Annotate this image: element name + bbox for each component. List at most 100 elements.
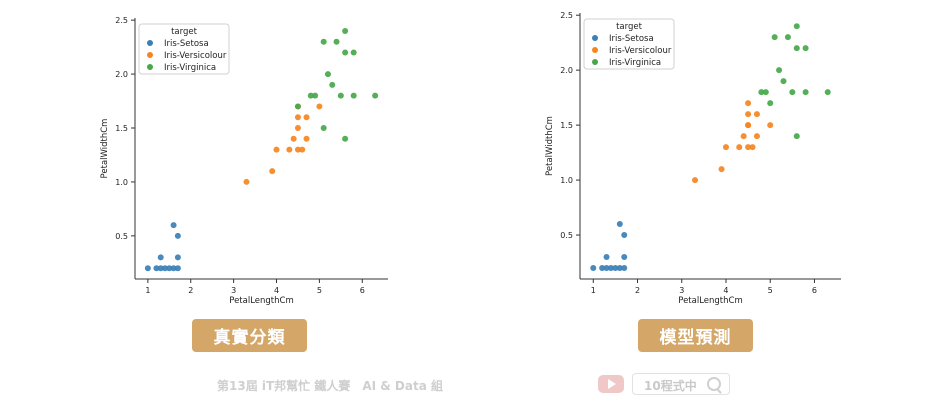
data-point bbox=[269, 168, 276, 175]
legend-marker bbox=[592, 47, 598, 53]
data-point bbox=[740, 133, 747, 140]
data-point bbox=[162, 265, 169, 272]
data-point bbox=[273, 146, 280, 153]
x-tick-label: 5 bbox=[768, 286, 773, 295]
data-point bbox=[745, 100, 752, 107]
legend-entry: Iris-Setosa bbox=[609, 34, 654, 44]
data-point bbox=[784, 34, 791, 41]
y-tick-label: 1.5 bbox=[560, 121, 573, 130]
data-point bbox=[342, 135, 349, 142]
legend-marker bbox=[592, 35, 598, 41]
x-tick-label: 6 bbox=[360, 286, 365, 295]
legend-entry: Iris-Virginica bbox=[164, 63, 216, 73]
data-point bbox=[170, 265, 177, 272]
x-tick-label: 3 bbox=[231, 286, 236, 295]
x-tick-label: 3 bbox=[679, 286, 684, 295]
data-point bbox=[329, 81, 336, 88]
y-axis-label: PetalWidthCm bbox=[100, 119, 110, 179]
x-tick-label: 4 bbox=[723, 286, 728, 295]
data-point bbox=[824, 89, 831, 96]
data-point bbox=[294, 103, 301, 110]
data-point bbox=[745, 144, 752, 151]
search-watermark: 10程式中 bbox=[632, 373, 730, 395]
data-point bbox=[789, 89, 796, 96]
data-point bbox=[372, 92, 379, 99]
data-point bbox=[776, 67, 783, 74]
data-point bbox=[767, 100, 774, 107]
legend-entry: Iris-Virginica bbox=[609, 58, 661, 68]
data-point bbox=[771, 34, 778, 41]
data-point bbox=[170, 222, 177, 229]
y-tick-label: 1.5 bbox=[115, 124, 128, 133]
data-point bbox=[312, 92, 319, 99]
data-point bbox=[286, 146, 293, 153]
data-point bbox=[736, 144, 743, 151]
legend-box bbox=[583, 18, 675, 70]
search-watermark-text: 10程式中 bbox=[644, 379, 697, 393]
data-point bbox=[718, 166, 725, 173]
youtube-icon bbox=[598, 375, 624, 393]
x-axis-label: PetalLengthCm bbox=[229, 296, 294, 306]
y-tick-label: 1.0 bbox=[115, 178, 128, 187]
data-point bbox=[303, 135, 310, 142]
legend-entry: Iris-Versicolour bbox=[609, 46, 672, 56]
y-tick-label: 2.5 bbox=[560, 11, 573, 20]
x-tick-label: 2 bbox=[188, 286, 193, 295]
data-point bbox=[793, 45, 800, 52]
legend-marker bbox=[147, 40, 153, 46]
data-point bbox=[767, 122, 774, 129]
chart-model-predictions: 1 2 3 4 5 6 0.5 1.0 1.5 2.0 2.5 PetalLengthCm PetalW… bbox=[545, 11, 841, 306]
model-prediction-badge: 模型預測 bbox=[638, 319, 753, 352]
data-point bbox=[753, 133, 760, 140]
data-point bbox=[342, 49, 349, 56]
data-point bbox=[607, 265, 614, 272]
data-point bbox=[333, 38, 340, 45]
chart-true-labels: 1 2 3 4 5 6 0.5 1.0 1.5 2.0 2.5 PetalLengthCm PetalW… bbox=[100, 16, 388, 306]
data-point bbox=[758, 89, 765, 96]
legend: target Iris-Setosa Iris-Versicolour Iris-Vi… bbox=[583, 18, 675, 70]
data-point bbox=[749, 144, 756, 151]
data-point bbox=[166, 265, 173, 272]
x-axis-label: PetalLengthCm bbox=[678, 296, 743, 306]
x-tick-label: 5 bbox=[317, 286, 322, 295]
true-labels-badge: 真實分類 bbox=[192, 319, 307, 352]
data-point bbox=[616, 221, 623, 228]
data-point bbox=[153, 265, 160, 272]
data-point bbox=[603, 265, 610, 272]
data-point bbox=[316, 103, 323, 110]
data-point bbox=[350, 92, 357, 99]
data-point bbox=[324, 71, 331, 78]
data-point bbox=[599, 265, 606, 272]
event-watermark: 第13屆 iT邦幫忙 鐵人賽 AI & Data 組 bbox=[217, 379, 443, 393]
data-point bbox=[290, 135, 297, 142]
data-point bbox=[294, 114, 301, 121]
legend-title: target bbox=[616, 22, 643, 32]
data-point bbox=[753, 111, 760, 118]
data-point bbox=[307, 92, 314, 99]
data-point bbox=[616, 265, 623, 272]
data-point bbox=[337, 92, 344, 99]
y-tick-label: 0.5 bbox=[115, 232, 128, 241]
data-point bbox=[621, 254, 628, 261]
data-point bbox=[612, 265, 619, 272]
data-point bbox=[780, 78, 787, 85]
data-point bbox=[802, 89, 809, 96]
legend-box bbox=[138, 23, 230, 75]
data-point bbox=[802, 45, 809, 52]
y-tick-label: 1.0 bbox=[560, 176, 573, 185]
data-point bbox=[294, 146, 301, 153]
data-point bbox=[294, 125, 301, 132]
y-axis-label: PetalWidthCm bbox=[545, 116, 555, 176]
data-point bbox=[590, 265, 597, 272]
x-tick-label: 1 bbox=[591, 286, 596, 295]
x-tick-label: 6 bbox=[812, 286, 817, 295]
data-point bbox=[144, 265, 151, 272]
data-point bbox=[320, 125, 327, 132]
data-point bbox=[299, 146, 306, 153]
data-point bbox=[174, 254, 181, 261]
data-point bbox=[793, 23, 800, 30]
data-point bbox=[621, 232, 628, 239]
data-point bbox=[350, 49, 357, 56]
legend-title: target bbox=[171, 27, 198, 37]
data-point bbox=[762, 89, 769, 96]
